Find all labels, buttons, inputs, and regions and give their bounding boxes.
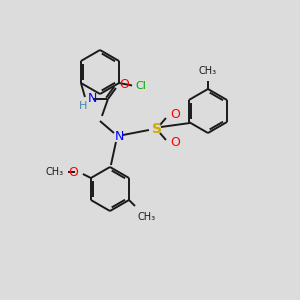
Text: S: S [152,122,162,136]
Text: H: H [79,101,87,111]
Text: CH₃: CH₃ [46,167,64,177]
Text: O: O [119,77,129,91]
Text: CH₃: CH₃ [138,212,156,222]
Text: O: O [68,166,78,178]
Text: N: N [88,92,97,106]
Text: N: N [114,130,124,143]
Text: CH₃: CH₃ [199,66,217,76]
Text: Cl: Cl [135,81,146,91]
Text: O: O [170,136,180,149]
Text: O: O [170,109,180,122]
